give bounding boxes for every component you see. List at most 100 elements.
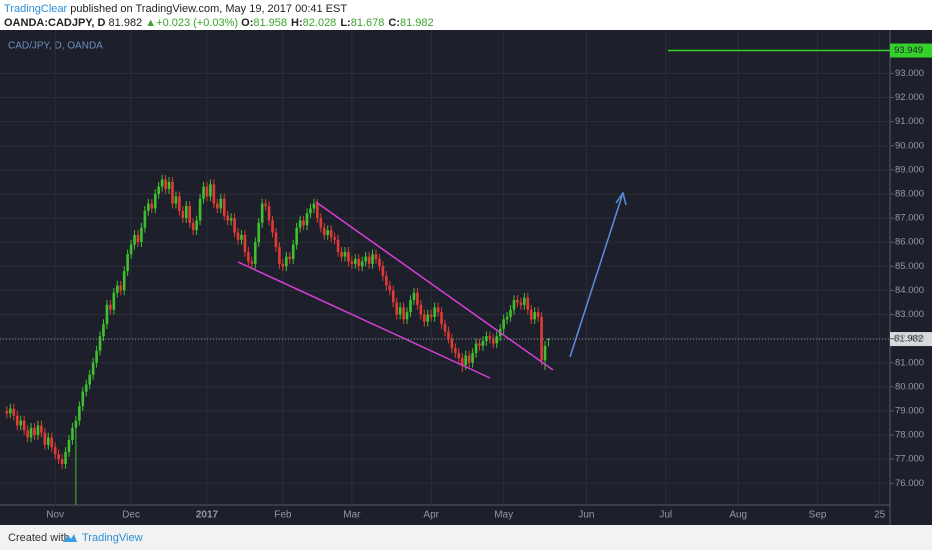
candle-body (333, 237, 336, 240)
candle-body (164, 179, 167, 190)
candle-body (364, 256, 367, 262)
candle-body (98, 336, 102, 351)
y-tick-label: 79.000 (895, 405, 924, 416)
overlay: 81.982 93.949 (0, 43, 932, 347)
candle-body (46, 437, 50, 445)
candle-body (122, 271, 126, 291)
y-tick-label: 88.000 (895, 188, 924, 199)
created-with: Created with (8, 532, 70, 544)
candle-body (115, 285, 119, 293)
candle-body (53, 447, 57, 455)
brand[interactable]: TradingView (82, 532, 143, 544)
candle-body (398, 307, 402, 315)
candle-body (147, 203, 150, 211)
x-tick-label: May (494, 510, 513, 521)
candle-body (15, 415, 19, 426)
candle-body (540, 316, 543, 361)
ohlc-value: 81.678 (350, 17, 385, 29)
y-tick-label: 77.000 (895, 454, 924, 465)
candle-body (67, 439, 71, 452)
candle-body (523, 297, 526, 305)
candle-body (302, 220, 305, 226)
candle-body (416, 292, 419, 305)
last-price-label: 81.982 (894, 334, 923, 345)
y-tick-label: 91.000 (895, 116, 924, 127)
candle-body (257, 222, 261, 243)
x-tick-label: Sep (809, 510, 827, 521)
candle-body (385, 275, 388, 286)
footer: Created with TradingView (0, 525, 932, 550)
x-tick-label: Mar (343, 510, 361, 521)
candle-body (167, 181, 171, 190)
ohlc-value: 81.982 (399, 17, 434, 29)
y-tick-label: 76.000 (895, 478, 924, 489)
x-tick-label: 2017 (196, 510, 219, 521)
candle-body (433, 307, 436, 317)
y-tick-label: 90.000 (895, 140, 924, 151)
candle-body (278, 247, 281, 264)
candle-body (81, 391, 85, 407)
candle-body (460, 357, 464, 366)
candle-body (33, 427, 36, 436)
candle-body (212, 184, 216, 204)
y-tick-label: 89.000 (895, 164, 924, 175)
candle-body (247, 251, 250, 262)
candle-body (71, 427, 74, 440)
projection-arrowhead (615, 191, 627, 206)
candle-body (474, 343, 478, 354)
candle-body (40, 425, 43, 433)
candle-body (405, 312, 409, 320)
candle-body (429, 314, 433, 317)
x-tick-label: 25 (874, 510, 886, 521)
candle-body (202, 186, 205, 199)
candle-body (543, 345, 547, 361)
candle-body (326, 230, 330, 235)
trendline-upper (315, 201, 554, 371)
candle-body (50, 437, 54, 448)
candle-body (436, 307, 440, 313)
candle-body (536, 312, 540, 317)
candle-body (9, 408, 12, 414)
candle-body (502, 319, 505, 329)
trendline-lower (237, 261, 491, 379)
candle-body (153, 193, 157, 209)
candle-body (240, 234, 243, 240)
candle-body (478, 343, 481, 346)
candle-body (291, 244, 295, 260)
candle-body (295, 227, 298, 245)
arrow: ▲ (145, 17, 157, 29)
candle-body (440, 312, 443, 325)
candle-body (91, 362, 95, 375)
y-tick-label: 85.000 (895, 261, 924, 272)
candle-body (423, 314, 426, 322)
candle-body (347, 251, 350, 262)
y-tick-label: 80.000 (895, 381, 924, 392)
candle-body (381, 266, 385, 276)
candle-body (305, 213, 309, 226)
x-tick-label: Aug (729, 510, 747, 521)
candle-body (209, 184, 212, 197)
candle-body (136, 234, 140, 243)
candle-body (419, 304, 423, 315)
candle-body (457, 353, 461, 358)
candle-body (319, 218, 323, 228)
candle-body (143, 210, 147, 228)
candle-body (450, 338, 454, 349)
grid (0, 30, 890, 505)
ohlc: O:81.958 H:82.028 L:81.678 C:81.982 (241, 17, 437, 29)
last-price-box (890, 332, 932, 347)
candle-body (350, 261, 354, 264)
price-line-box (890, 43, 932, 58)
candle-body (336, 239, 340, 252)
candle-body (84, 384, 88, 392)
candle-body (491, 338, 495, 344)
candle-body (19, 420, 22, 426)
author[interactable]: TradingClear (4, 3, 68, 15)
candle-body (195, 220, 198, 231)
candle-body (22, 420, 26, 431)
candle-body (443, 324, 447, 332)
candle-body (409, 300, 412, 313)
candle-body (505, 316, 509, 320)
candle-body (216, 203, 219, 209)
